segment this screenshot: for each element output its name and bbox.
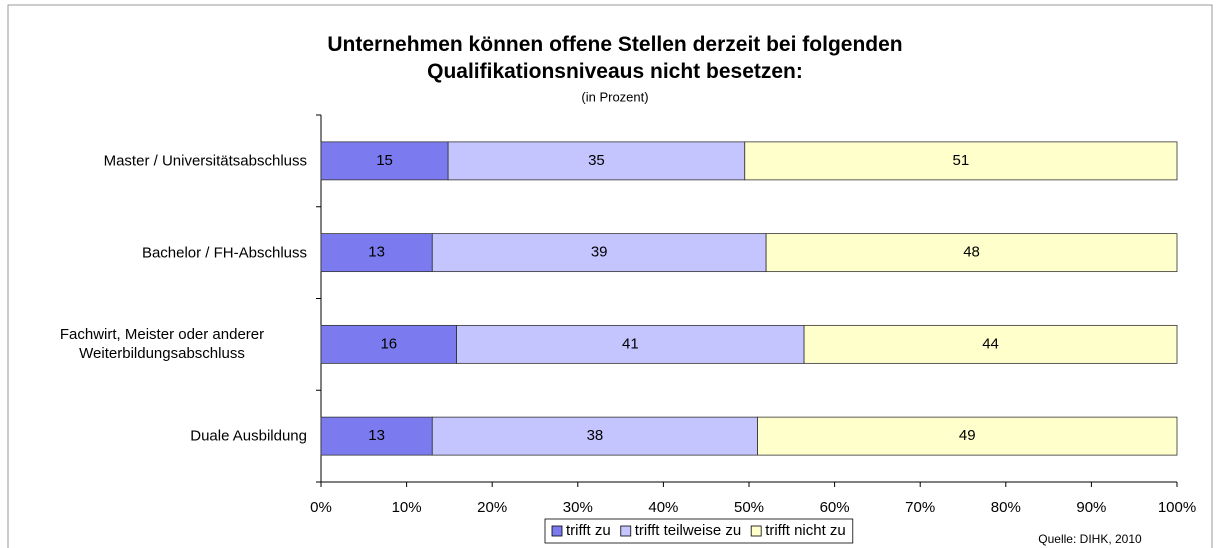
legend-swatch — [551, 525, 563, 537]
category-label: Fachwirt, Meister oder anderer Weiterbil… — [59, 326, 265, 363]
x-tick-label: 90% — [1076, 499, 1106, 516]
legend-label: trifft teilweise zu — [635, 522, 741, 539]
x-tick-label: 10% — [392, 499, 422, 516]
bar-segment — [431, 416, 758, 456]
data-label: 16 — [380, 335, 397, 352]
data-label: 41 — [622, 335, 639, 352]
data-label: 51 — [953, 152, 970, 169]
legend-label: trifft zu — [566, 522, 611, 539]
data-label: 15 — [376, 152, 393, 169]
data-label: 35 — [588, 152, 605, 169]
x-tick-label: 40% — [648, 499, 678, 516]
category-label: Bachelor / FH-Abschluss — [141, 244, 307, 262]
legend-swatch — [620, 525, 632, 537]
bar-segment — [744, 141, 1178, 181]
x-tick-label: 80% — [991, 499, 1021, 516]
bar-segment — [757, 416, 1178, 456]
data-label: 13 — [368, 244, 385, 261]
legend-label: trifft nicht zu — [765, 522, 846, 539]
data-label: 44 — [982, 335, 999, 352]
bar-segment — [320, 416, 433, 456]
data-label: 38 — [587, 427, 604, 444]
bar-segment — [320, 233, 433, 273]
x-tick-label: 0% — [310, 499, 332, 516]
data-label: 48 — [963, 244, 980, 261]
x-tick-label: 100% — [1158, 499, 1196, 516]
bar-segment — [447, 141, 746, 181]
chart-title: Unternehmen können offene Stellen derzei… — [327, 33, 902, 83]
data-label: 49 — [959, 427, 976, 444]
data-label: 13 — [368, 427, 385, 444]
category-label: Duale Ausbildung — [190, 427, 307, 445]
x-tick-label: 30% — [563, 499, 593, 516]
category-label: Master / Universitätsabschluss — [103, 152, 307, 170]
bar-segment — [320, 324, 458, 364]
source: Quelle: DIHK, 2010 — [1038, 532, 1142, 546]
bar-segment — [765, 233, 1178, 273]
x-tick-label: 60% — [820, 499, 850, 516]
x-tick-label: 50% — [734, 499, 764, 516]
bar-segment — [803, 324, 1178, 364]
x-tick-label: 20% — [477, 499, 507, 516]
frame — [7, 4, 1213, 548]
chart-subtitle: (in Prozent) — [581, 89, 648, 104]
legend-swatch — [750, 525, 762, 537]
x-tick-label: 70% — [905, 499, 935, 516]
data-label: 39 — [591, 244, 608, 261]
legend-box — [544, 518, 854, 544]
bar-segment — [456, 324, 805, 364]
bar-segment — [320, 141, 449, 181]
